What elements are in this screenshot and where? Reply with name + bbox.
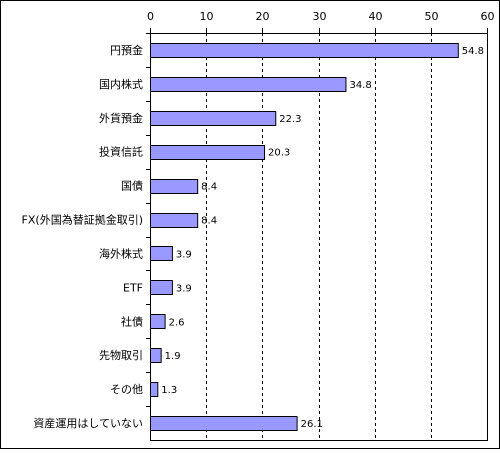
bar	[150, 111, 277, 126]
bar	[150, 416, 298, 431]
plot-area-frame	[150, 33, 488, 441]
grid-lines	[206, 33, 432, 440]
bar	[150, 145, 266, 160]
x-axis-ticks: 0 10 20 30 40 50 60	[146, 10, 495, 407]
category-label: 外貨預金	[99, 111, 143, 125]
category-label: 投資信託	[99, 145, 143, 159]
value-label: 1.9	[165, 351, 181, 362]
category-label: 国内株式	[99, 77, 143, 91]
x-tick-label: 50	[425, 10, 439, 23]
x-tick-label: 30	[313, 10, 327, 23]
value-label: 20.3	[268, 148, 290, 159]
category-label: その他	[110, 383, 143, 396]
bar	[150, 213, 199, 228]
value-label: 8.4	[201, 182, 217, 193]
category-label: 社債	[121, 314, 143, 328]
category-label: 海外株式	[99, 246, 143, 260]
value-label: 34.8	[349, 80, 371, 91]
value-label: 2.6	[169, 317, 185, 328]
value-labels: 54.8 34.8 22.3 20.3 8.4 8.4 3.9 3.9 2.6 1.9 1.3 26.…	[161, 46, 484, 430]
value-label: 1.3	[161, 385, 177, 396]
category-label: FX(外国為替証拠金取引)	[22, 213, 143, 227]
bar	[150, 77, 347, 92]
value-label: 54.8	[462, 46, 484, 57]
value-label: 3.9	[176, 249, 192, 260]
x-tick-label: 0	[147, 10, 154, 23]
category-label: ETF	[123, 281, 143, 294]
category-label: 国債	[121, 179, 143, 193]
bar	[150, 179, 199, 194]
bar	[150, 280, 173, 295]
x-tick-label: 10	[200, 10, 214, 23]
value-label: 26.1	[301, 419, 323, 430]
category-label: 先物取引	[99, 348, 143, 362]
x-tick-label: 40	[369, 10, 383, 23]
value-label: 22.3	[279, 114, 301, 125]
bar	[150, 43, 459, 58]
bar	[150, 348, 162, 363]
category-label: 円預金	[110, 43, 143, 57]
value-label: 3.9	[176, 283, 192, 294]
value-label: 8.4	[201, 216, 217, 227]
bar	[150, 246, 173, 261]
bar	[150, 314, 166, 329]
bars	[150, 43, 459, 431]
category-label: 資産運用はしていない	[33, 417, 143, 430]
bar	[150, 382, 159, 397]
x-tick-label: 60	[481, 10, 495, 23]
x-tick-label: 20	[256, 10, 270, 23]
